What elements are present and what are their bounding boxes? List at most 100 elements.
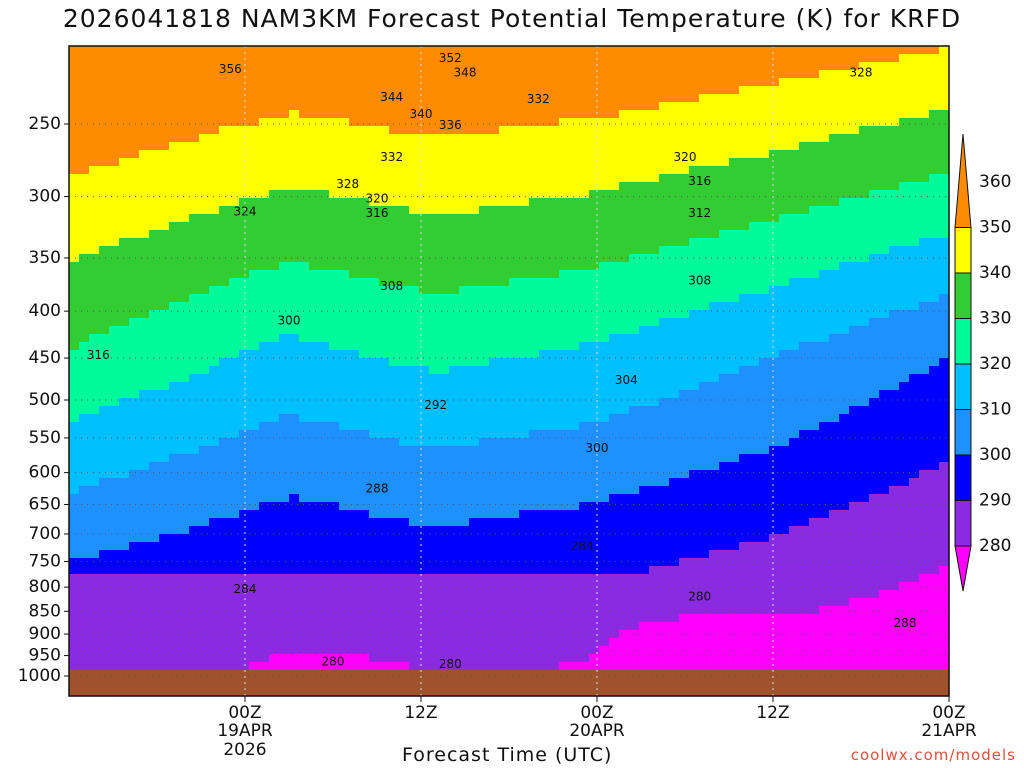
field-cell bbox=[389, 222, 400, 231]
field-cell bbox=[539, 150, 550, 159]
field-cell bbox=[499, 198, 510, 207]
field-cell bbox=[499, 366, 510, 375]
field-cell bbox=[389, 206, 400, 215]
field-cell bbox=[559, 198, 570, 207]
field-cell bbox=[399, 398, 410, 407]
field-cell bbox=[589, 198, 600, 207]
field-cell bbox=[319, 494, 330, 503]
field-cell bbox=[629, 150, 640, 159]
field-cell bbox=[509, 270, 520, 279]
field-cell bbox=[499, 254, 510, 263]
field-cell bbox=[409, 478, 420, 487]
field-cell bbox=[259, 582, 270, 591]
field-cell bbox=[469, 582, 480, 591]
field-cell bbox=[589, 382, 600, 391]
field-cell bbox=[179, 94, 190, 103]
field-cell bbox=[239, 198, 250, 207]
field-cell bbox=[289, 422, 300, 431]
field-cell bbox=[619, 646, 630, 655]
field-cell bbox=[419, 94, 430, 103]
field-cell bbox=[149, 254, 160, 263]
field-cell bbox=[459, 542, 470, 551]
field-cell bbox=[399, 158, 410, 167]
field-cell bbox=[669, 574, 680, 583]
field-cell bbox=[379, 502, 390, 511]
field-cell bbox=[479, 206, 490, 215]
field-cell bbox=[479, 470, 490, 479]
field-cell bbox=[509, 590, 520, 599]
field-cell bbox=[249, 558, 260, 567]
field-cell bbox=[389, 326, 400, 335]
field-cell bbox=[549, 286, 560, 295]
field-cell bbox=[349, 302, 360, 311]
field-cell bbox=[479, 366, 490, 375]
field-cell bbox=[189, 286, 200, 295]
field-cell bbox=[659, 542, 670, 551]
field-cell bbox=[499, 638, 510, 647]
field-cell bbox=[319, 502, 330, 511]
field-cell bbox=[649, 662, 660, 671]
field-cell bbox=[79, 334, 90, 343]
field-cell bbox=[339, 134, 350, 143]
field-cell bbox=[219, 470, 230, 479]
field-cell bbox=[299, 230, 310, 239]
field-cell bbox=[159, 382, 170, 391]
field-cell bbox=[419, 606, 430, 615]
field-cell bbox=[519, 262, 530, 271]
field-cell bbox=[389, 94, 400, 103]
field-cell bbox=[269, 438, 280, 447]
field-cell bbox=[649, 430, 660, 439]
field-cell bbox=[669, 494, 680, 503]
field-cell bbox=[139, 494, 150, 503]
field-cell bbox=[289, 558, 300, 567]
field-cell bbox=[309, 318, 320, 327]
field-cell bbox=[99, 166, 110, 175]
field-cell bbox=[599, 438, 610, 447]
field-cell bbox=[319, 398, 330, 407]
field-cell bbox=[119, 310, 130, 319]
field-cell bbox=[389, 478, 400, 487]
field-cell bbox=[349, 502, 360, 511]
field-cell bbox=[79, 262, 90, 271]
field-cell bbox=[109, 342, 120, 351]
field-cell bbox=[289, 166, 300, 175]
field-cell bbox=[439, 286, 450, 295]
field-cell bbox=[209, 158, 220, 167]
field-cell bbox=[409, 86, 420, 95]
field-cell bbox=[269, 446, 280, 455]
field-cell bbox=[239, 46, 250, 55]
field-cell bbox=[99, 638, 110, 647]
field-cell bbox=[479, 182, 490, 191]
field-cell bbox=[139, 310, 150, 319]
field-cell bbox=[299, 238, 310, 247]
field-cell bbox=[529, 86, 540, 95]
field-cell bbox=[639, 446, 650, 455]
field-cell bbox=[129, 238, 140, 247]
field-cell bbox=[229, 246, 240, 255]
field-cell bbox=[139, 238, 150, 247]
field-cell bbox=[129, 246, 140, 255]
field-cell bbox=[139, 214, 150, 223]
field-cell bbox=[539, 486, 550, 495]
field-cell bbox=[329, 222, 340, 231]
field-cell bbox=[279, 558, 290, 567]
field-cell bbox=[69, 62, 80, 71]
field-cell bbox=[579, 382, 590, 391]
field-cell bbox=[329, 510, 340, 519]
field-cell bbox=[79, 86, 90, 95]
field-cell bbox=[389, 646, 400, 655]
field-cell bbox=[459, 214, 470, 223]
field-cell bbox=[529, 62, 540, 71]
field-cell bbox=[389, 134, 400, 143]
field-cell bbox=[219, 86, 230, 95]
field-cell bbox=[259, 350, 270, 359]
field-cell bbox=[169, 94, 180, 103]
field-cell bbox=[139, 438, 150, 447]
field-cell bbox=[569, 286, 580, 295]
field-cell bbox=[659, 182, 670, 191]
field-cell bbox=[329, 438, 340, 447]
field-cell bbox=[569, 318, 580, 327]
field-cell bbox=[109, 94, 120, 103]
field-cell bbox=[539, 454, 550, 463]
field-cell bbox=[459, 414, 470, 423]
